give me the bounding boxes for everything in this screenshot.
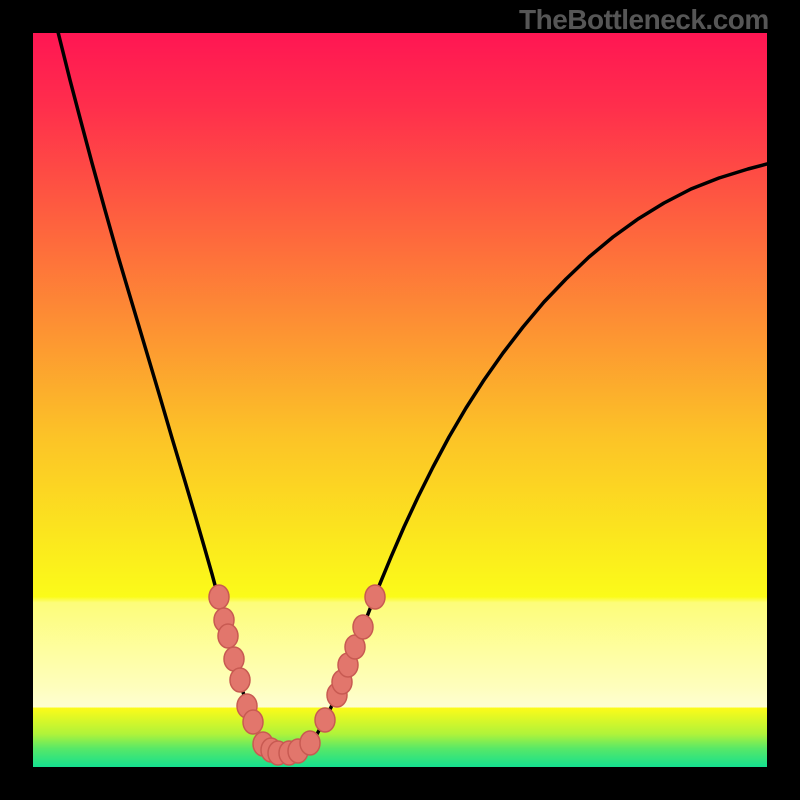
frame-left xyxy=(0,0,33,800)
frame-bottom xyxy=(0,767,800,800)
watermark-text: TheBottleneck.com xyxy=(519,4,769,36)
frame-right xyxy=(767,0,800,800)
plot-background xyxy=(33,33,767,767)
curve-marker xyxy=(243,710,263,734)
curve-marker xyxy=(218,624,238,648)
curve-marker xyxy=(365,585,385,609)
curve-marker xyxy=(209,585,229,609)
curve-marker xyxy=(353,615,373,639)
curve-marker xyxy=(300,731,320,755)
bottleneck-chart xyxy=(0,0,800,800)
curve-marker xyxy=(315,708,335,732)
curve-marker xyxy=(230,668,250,692)
